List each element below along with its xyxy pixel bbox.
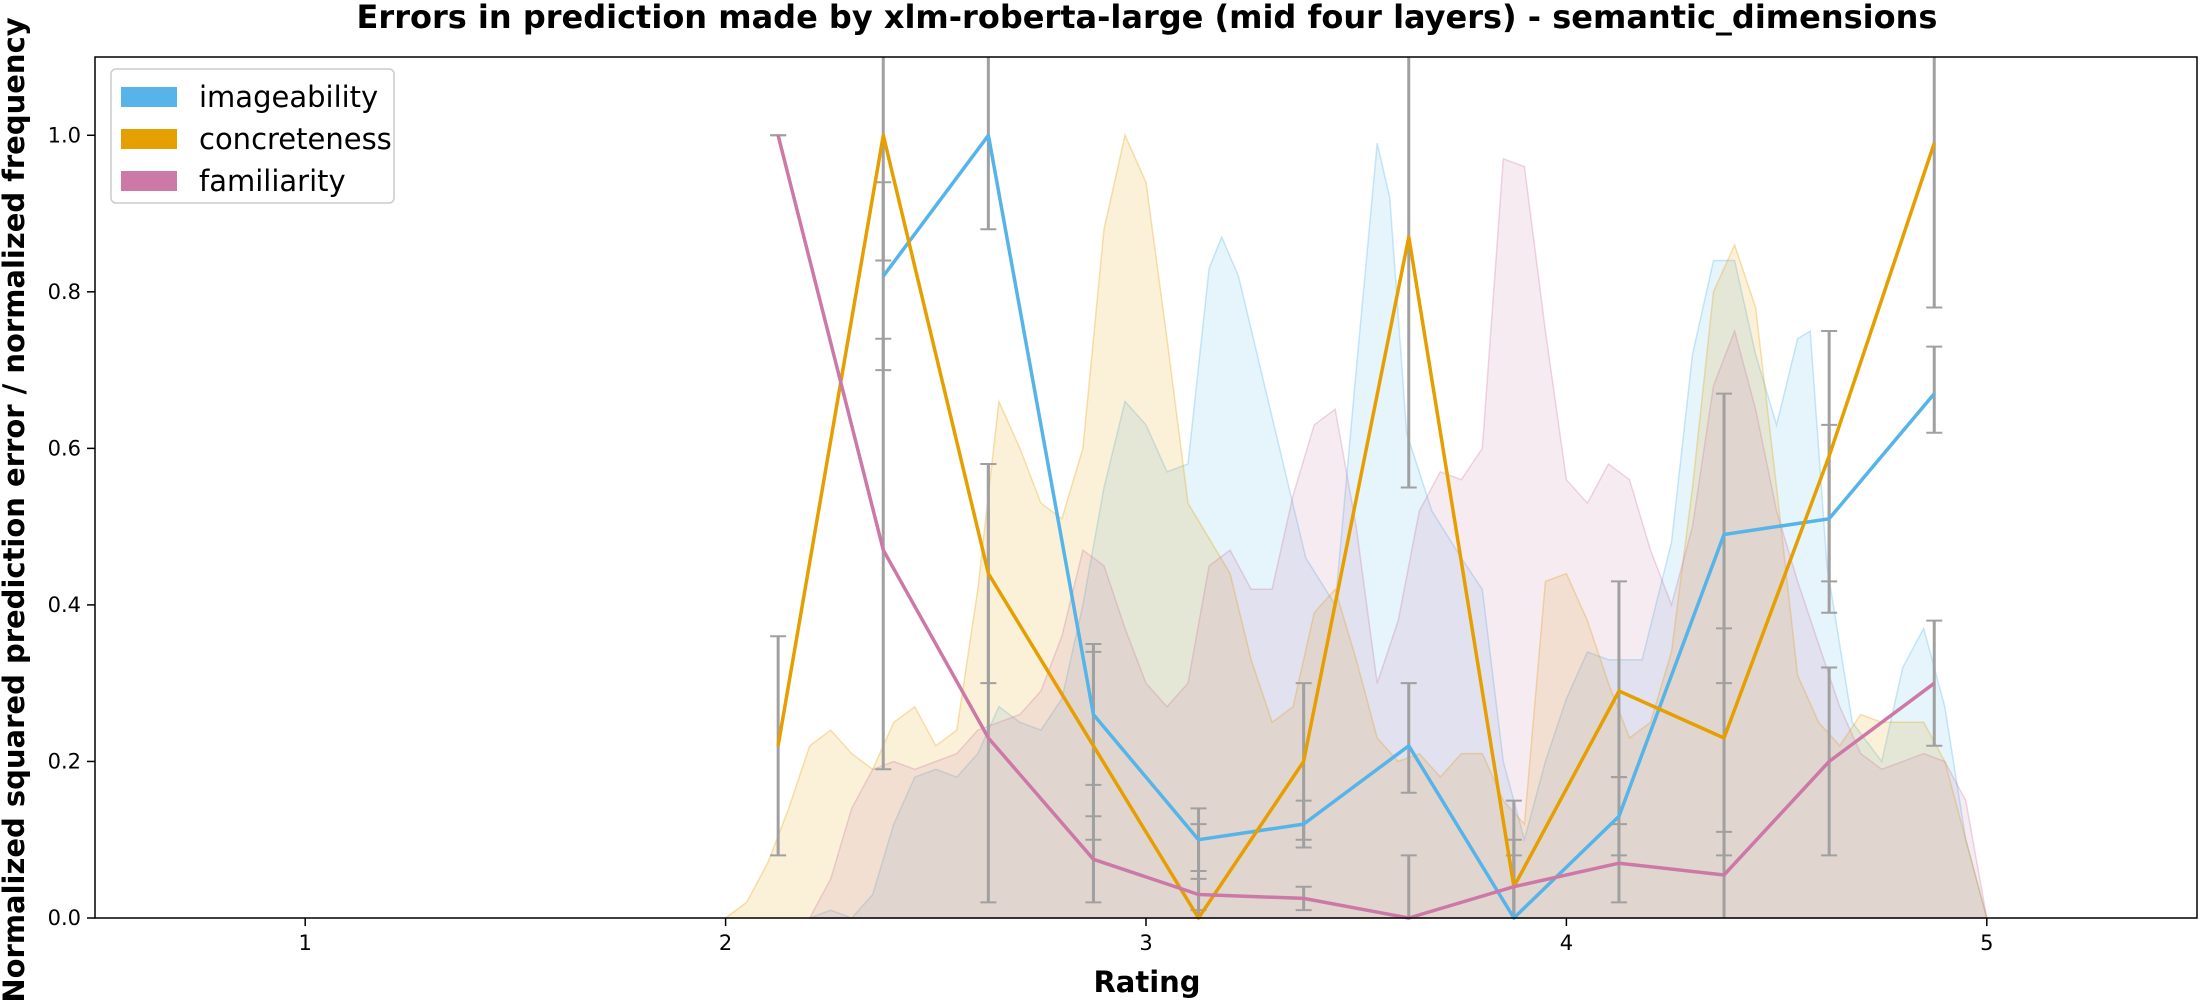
y-axis-label: Normalized squared prediction error / no… xyxy=(0,17,31,1000)
legend-label-imageability: imageability xyxy=(199,80,378,114)
x-tick-label: 1 xyxy=(299,931,312,955)
y-tick-label: 0.4 xyxy=(48,593,81,617)
x-tick-label: 3 xyxy=(1139,931,1152,955)
x-axis: 1 2 3 4 5 xyxy=(299,918,1993,955)
legend-swatch-imageability xyxy=(121,87,177,107)
density-area-concreteness xyxy=(723,132,1988,919)
x-tick-label: 2 xyxy=(719,931,732,955)
x-tick-label: 4 xyxy=(1560,931,1573,955)
y-tick-label: 0.2 xyxy=(48,749,81,773)
y-tick-label: 0.6 xyxy=(48,436,81,460)
legend-swatch-concreteness xyxy=(121,129,177,149)
x-tick-label: 5 xyxy=(1980,931,1993,955)
legend: imageability concreteness familiarity xyxy=(110,68,395,204)
series-line-concreteness xyxy=(776,133,1936,920)
y-tick-label: 0.8 xyxy=(48,280,81,304)
y-axis: 0.0 0.2 0.4 0.6 0.8 1.0 xyxy=(48,123,95,930)
series-line-imageability xyxy=(881,133,1936,920)
density-layer xyxy=(723,132,1988,919)
y-tick-label: 1.0 xyxy=(48,123,81,147)
line-layer xyxy=(776,133,1936,920)
legend-swatch-familiarity xyxy=(121,171,177,191)
y-tick-label: 0.0 xyxy=(48,906,81,930)
legend-label-familiarity: familiarity xyxy=(199,164,346,198)
legend-box xyxy=(110,68,395,204)
legend-label-concreteness: concreteness xyxy=(199,122,392,156)
series-line-familiarity xyxy=(776,134,1936,920)
chart-title: Errors in prediction made by xlm-roberta… xyxy=(357,0,1938,36)
x-axis-label: Rating xyxy=(1093,965,1200,999)
